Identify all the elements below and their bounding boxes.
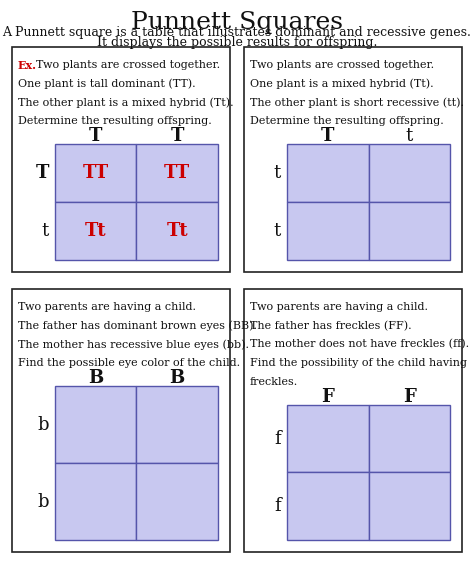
Text: Find the possibility of the child having: Find the possibility of the child having: [250, 358, 467, 368]
Text: Two parents are having a child.: Two parents are having a child.: [250, 302, 428, 312]
Text: T: T: [36, 164, 49, 182]
Text: f: f: [274, 498, 281, 515]
Bar: [136, 386, 218, 463]
FancyBboxPatch shape: [244, 47, 462, 272]
Text: B: B: [88, 369, 103, 387]
Text: The mother does not have freckles (ff).: The mother does not have freckles (ff).: [250, 339, 469, 350]
Bar: [136, 202, 218, 260]
Text: F: F: [403, 388, 416, 406]
Text: t: t: [274, 164, 281, 182]
Text: Determine the resulting offspring.: Determine the resulting offspring.: [250, 116, 444, 126]
Bar: [287, 144, 368, 201]
Text: T: T: [171, 127, 184, 145]
FancyBboxPatch shape: [12, 47, 230, 272]
Bar: [287, 472, 368, 540]
Text: One plant is tall dominant (TT).: One plant is tall dominant (TT).: [18, 78, 195, 89]
Bar: [287, 405, 368, 472]
Bar: [55, 386, 137, 463]
Text: b: b: [37, 493, 49, 510]
Text: Determine the resulting offspring.: Determine the resulting offspring.: [18, 116, 211, 126]
Text: It displays the possible results for offspring.: It displays the possible results for off…: [97, 36, 377, 49]
Bar: [368, 405, 450, 472]
Bar: [287, 202, 368, 260]
Text: TT: TT: [82, 164, 109, 182]
Text: f: f: [274, 430, 281, 447]
Text: T: T: [321, 127, 334, 145]
Text: Ex.: Ex.: [18, 60, 36, 71]
Bar: [55, 144, 137, 201]
Bar: [368, 202, 450, 260]
Text: B: B: [170, 369, 185, 387]
Text: Punnett Squares: Punnett Squares: [131, 11, 343, 33]
Text: Tt: Tt: [84, 222, 106, 240]
Text: The father has freckles (FF).: The father has freckles (FF).: [250, 321, 411, 331]
Text: Two parents are having a child.: Two parents are having a child.: [18, 302, 196, 312]
Text: freckles.: freckles.: [250, 377, 298, 387]
Text: t: t: [406, 127, 413, 145]
Text: The other plant is a mixed hybrid (Tt).: The other plant is a mixed hybrid (Tt).: [18, 97, 233, 107]
Bar: [136, 463, 218, 540]
Text: Two plants are crossed together.: Two plants are crossed together.: [36, 60, 219, 69]
Text: The other plant is short recessive (tt).: The other plant is short recessive (tt).: [250, 97, 464, 107]
Bar: [55, 202, 137, 260]
Bar: [136, 144, 218, 201]
Text: A Punnett square is a table that illustrates dominant and recessive genes.: A Punnett square is a table that illustr…: [2, 26, 472, 39]
Text: Find the possible eye color of the child.: Find the possible eye color of the child…: [18, 358, 240, 368]
Text: One plant is a mixed hybrid (Tt).: One plant is a mixed hybrid (Tt).: [250, 78, 433, 89]
Text: t: t: [42, 222, 49, 240]
Text: Tt: Tt: [166, 222, 188, 240]
Text: T: T: [89, 127, 102, 145]
Text: The mother has recessive blue eyes (bb).: The mother has recessive blue eyes (bb).: [18, 339, 248, 350]
Text: TT: TT: [164, 164, 190, 182]
FancyBboxPatch shape: [12, 289, 230, 552]
Text: Two plants are crossed together.: Two plants are crossed together.: [250, 60, 434, 69]
Bar: [368, 472, 450, 540]
Text: b: b: [37, 416, 49, 433]
Bar: [55, 463, 137, 540]
Text: t: t: [274, 222, 281, 240]
Bar: [368, 144, 450, 201]
Text: F: F: [321, 388, 334, 406]
FancyBboxPatch shape: [244, 289, 462, 552]
Text: The father has dominant brown eyes (BB).: The father has dominant brown eyes (BB).: [18, 321, 256, 331]
